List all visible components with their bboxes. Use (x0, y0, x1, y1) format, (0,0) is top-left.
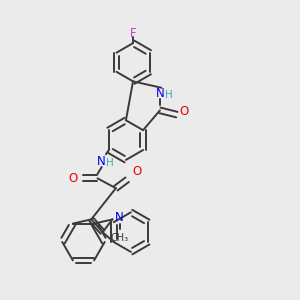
Text: O: O (69, 172, 78, 185)
Text: F: F (130, 27, 136, 40)
Text: N: N (155, 87, 164, 100)
Text: O: O (179, 105, 189, 118)
Text: CH₃: CH₃ (110, 233, 129, 243)
Text: N: N (115, 212, 124, 224)
Text: N: N (97, 155, 106, 168)
Text: O: O (133, 165, 142, 178)
Text: H: H (164, 90, 172, 100)
Text: H: H (106, 158, 114, 168)
